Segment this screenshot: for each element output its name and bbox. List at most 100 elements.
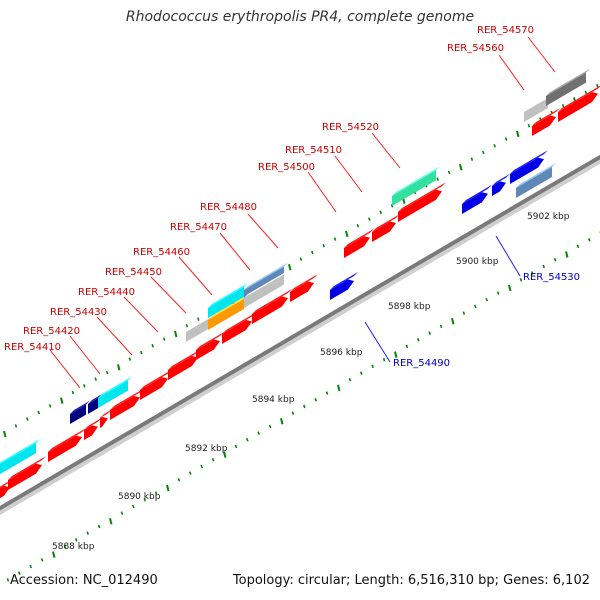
lower-ruler-tick xyxy=(63,544,67,549)
gene-forward-13[interactable] xyxy=(344,228,374,258)
gene-label-rer-54460[interactable]: RER_54460 xyxy=(133,247,190,258)
lower-ruler-tick xyxy=(405,344,409,349)
gene-orange-1-top-face xyxy=(208,294,248,320)
gene-navy-2[interactable] xyxy=(88,394,102,414)
gene-reverse-steel-front-face xyxy=(516,166,552,198)
gene-gray-3[interactable] xyxy=(524,93,552,122)
gene-forward-6-front-face xyxy=(110,395,140,420)
gene-cyan-1-front-face xyxy=(0,443,36,475)
lower-ruler-tick xyxy=(166,484,170,492)
gene-label-rer-54430[interactable]: RER_54430 xyxy=(50,307,107,318)
label-connector-line xyxy=(219,232,251,271)
accession-text: Accession: NC_012490 xyxy=(10,573,158,588)
gene-gray-2[interactable] xyxy=(244,270,288,308)
gene-cyan-2[interactable] xyxy=(98,376,132,408)
label-connector-line xyxy=(247,213,279,249)
gene-forward-2[interactable] xyxy=(8,456,46,490)
gene-forward-5[interactable] xyxy=(100,409,112,428)
gene-label-rer-54410[interactable]: RER_54410 xyxy=(4,342,61,353)
gene-forward-2-top-face xyxy=(8,456,46,480)
lower-ruler-tick xyxy=(303,404,306,409)
lower-ruler-tick xyxy=(211,458,215,462)
lower-ruler-tick xyxy=(348,378,352,382)
gene-reverse-3[interactable] xyxy=(492,173,510,196)
ruler-label-5890: 5890 kbp xyxy=(118,492,161,502)
gene-darkgray-1[interactable] xyxy=(546,68,590,106)
gene-reverse-3-top-face xyxy=(492,173,510,186)
upper-ruler-tick xyxy=(504,137,508,141)
upper-ruler-tick xyxy=(493,143,496,148)
ruler-label-5902: 5902 kbp xyxy=(527,212,570,222)
gene-label-rer-54570[interactable]: RER_54570 xyxy=(477,25,534,36)
gene-orange-1[interactable] xyxy=(208,294,248,330)
gene-forward-11-front-face xyxy=(252,296,288,324)
gene-forward-17[interactable] xyxy=(558,85,600,122)
upper-ruler-tick xyxy=(436,177,439,181)
gene-green-1-top-face xyxy=(392,166,440,196)
label-connector-line xyxy=(334,155,363,193)
lower-ruler-tick xyxy=(40,558,44,562)
gene-navy-1[interactable] xyxy=(70,400,90,424)
gene-gray-1[interactable] xyxy=(186,313,214,342)
upper-ruler-tick xyxy=(94,377,97,381)
gene-label-rer-54440[interactable]: RER_54440 xyxy=(78,287,135,298)
gene-gray-3-front-face xyxy=(524,97,548,122)
gene-label-rer-54490[interactable]: RER_54490 xyxy=(393,358,450,369)
gene-label-rer-54470[interactable]: RER_54470 xyxy=(170,222,227,233)
lower-ruler-tick xyxy=(75,538,78,542)
gene-forward-10[interactable] xyxy=(222,312,256,344)
lower-ruler-tick xyxy=(542,264,545,269)
gene-steel-1-top-face xyxy=(244,262,288,290)
gene-forward-16[interactable] xyxy=(532,107,560,136)
gene-forward-7[interactable] xyxy=(140,369,172,400)
gene-forward-9[interactable] xyxy=(196,331,224,360)
lower-ruler-tick xyxy=(86,531,89,535)
gene-orange-1-front-face xyxy=(208,298,244,330)
gene-reverse-steel[interactable] xyxy=(516,162,556,198)
gene-reverse-2-top-face xyxy=(462,184,492,204)
gene-cyan-2-front-face xyxy=(98,380,128,408)
gene-reverse-1[interactable] xyxy=(330,271,358,300)
gene-darkgray-1-front-face xyxy=(546,72,586,106)
gene-reverse-4[interactable] xyxy=(510,150,548,184)
gene-label-rer-54420[interactable]: RER_54420 xyxy=(23,326,80,337)
gene-forward-15[interactable] xyxy=(398,182,446,222)
gene-forward-12[interactable] xyxy=(290,273,318,302)
gene-forward-3[interactable] xyxy=(48,428,86,462)
gene-forward-14[interactable] xyxy=(372,213,400,242)
gene-forward-6[interactable] xyxy=(110,388,144,420)
upper-ruler-tick xyxy=(105,370,109,375)
gene-green-1[interactable] xyxy=(392,166,440,206)
upper-ruler-tick xyxy=(128,357,132,361)
gene-features[interactable] xyxy=(0,68,600,504)
upper-ruler-tick xyxy=(14,424,18,428)
gene-label-rer-54480[interactable]: RER_54480 xyxy=(200,202,257,213)
upper-ruler-tick xyxy=(311,250,314,255)
lower-ruler-tick xyxy=(485,297,488,302)
upper-ruler-tick xyxy=(48,404,52,408)
gene-forward-8[interactable] xyxy=(168,348,202,380)
gene-label-rer-54560[interactable]: RER_54560 xyxy=(447,43,504,54)
gene-navy-1-top-face xyxy=(70,400,90,414)
gene-reverse-2[interactable] xyxy=(462,184,492,214)
upper-ruler-tick xyxy=(322,244,325,248)
gene-forward-11[interactable] xyxy=(252,288,292,324)
gene-forward-16-front-face xyxy=(532,115,556,136)
ruler-labels: 5888 kbp 5890 kbp 5892 kbp 5894 kbp 5896… xyxy=(52,212,570,552)
gene-forward-15-top-face xyxy=(398,182,446,212)
ruler-label-5900: 5900 kbp xyxy=(456,257,499,267)
gene-forward-4[interactable] xyxy=(84,417,102,440)
gene-cyan-1[interactable] xyxy=(0,439,40,480)
gene-label-rer-54500[interactable]: RER_54500 xyxy=(258,162,315,173)
label-connector-line xyxy=(96,316,133,356)
lower-ruler-tick xyxy=(268,424,272,429)
gene-label-rer-54510[interactable]: RER_54510 xyxy=(285,145,342,156)
gene-navy-1-front-face xyxy=(70,404,86,424)
upper-ruler-tick xyxy=(162,337,166,341)
gene-label-rer-54450[interactable]: RER_54450 xyxy=(105,267,162,278)
gene-label-rer-54520[interactable]: RER_54520 xyxy=(322,122,379,133)
gene-label-rer-54530[interactable]: RER_54530 xyxy=(523,272,580,283)
gene-cyan-3[interactable] xyxy=(208,282,248,318)
